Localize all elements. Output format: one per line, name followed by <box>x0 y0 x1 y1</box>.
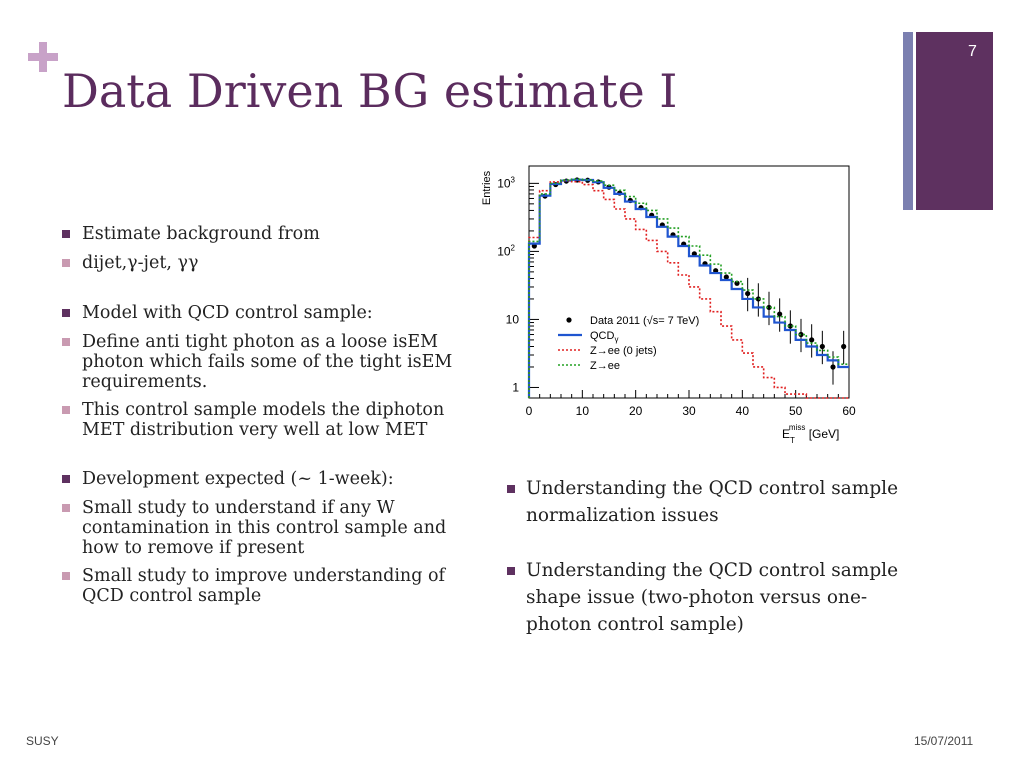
plus-icon <box>28 42 58 72</box>
data-point <box>745 290 751 297</box>
bullet-item: Small study to improve understanding of … <box>60 566 470 606</box>
accent-bar-thin <box>903 32 913 210</box>
page-number: 7 <box>968 43 977 60</box>
data-point <box>841 343 847 350</box>
y-tick-label: 10 <box>506 312 520 326</box>
y-tick-label: 102 <box>497 243 515 258</box>
bullet-item: dijet,γ-jet, γγ <box>60 253 470 273</box>
plot-frame <box>528 165 850 399</box>
bullet-item: Estimate background from <box>60 224 470 244</box>
data-point <box>830 364 836 370</box>
data-point <box>755 296 761 302</box>
left-bullet-list: Estimate background from dijet,γ-jet, γγ… <box>60 224 470 606</box>
slide-title: Data Driven BG estimate I <box>62 64 678 118</box>
bullet-item: Model with QCD control sample: <box>60 303 470 323</box>
legend-label: Z→ee <box>590 360 620 372</box>
legend-label: Data 2011 (√s= 7 TeV) <box>590 315 699 327</box>
x-tick-label: 30 <box>682 404 696 418</box>
met-distribution-chart: Entries 0 10 20 30 40 50 60 1 10 102 103 Data 201… <box>481 165 856 445</box>
x-tick-label: 50 <box>789 404 803 418</box>
data-point <box>734 280 740 286</box>
data-point <box>777 311 783 317</box>
legend-marker <box>566 317 572 323</box>
bullet-item: Understanding the QCD control sample nor… <box>505 475 905 529</box>
bullet-item: Small study to understand if any W conta… <box>60 498 470 558</box>
bullet-item: Development expected (~ 1-week): <box>60 469 470 489</box>
y-tick-label: 103 <box>497 175 515 190</box>
x-tick-label: 10 <box>576 404 590 418</box>
series-line <box>528 178 849 398</box>
right-bullet-list: Understanding the QCD control sample nor… <box>505 475 905 638</box>
x-tick-label: 20 <box>629 404 643 418</box>
data-point <box>809 337 815 343</box>
x-tick-label: 40 <box>736 404 750 418</box>
x-tick-label: 0 <box>526 404 533 418</box>
data-point <box>819 343 825 350</box>
data-point <box>798 331 804 338</box>
x-axis-label: ETmiss [GeV] <box>782 423 839 445</box>
y-tick-label: 1 <box>512 380 519 394</box>
data-point <box>787 323 793 329</box>
footer-date: 15/07/2011 <box>914 734 974 748</box>
bullet-item: This control sample models the diphoton … <box>60 400 470 440</box>
bullet-item: Understanding the QCD control sample sha… <box>505 557 905 638</box>
y-axis-label: Entries <box>481 170 493 205</box>
legend-label: Z→ee (0 jets) <box>590 345 657 357</box>
x-tick-label: 60 <box>842 404 856 418</box>
data-point <box>766 304 772 311</box>
data-point <box>723 274 729 280</box>
bullet-item: Define anti tight photon as a loose isEM… <box>60 332 470 392</box>
series-line <box>528 179 849 399</box>
legend-label: QCDγ <box>590 330 618 344</box>
accent-bar <box>916 32 993 210</box>
footer-left: SUSY <box>26 734 59 748</box>
